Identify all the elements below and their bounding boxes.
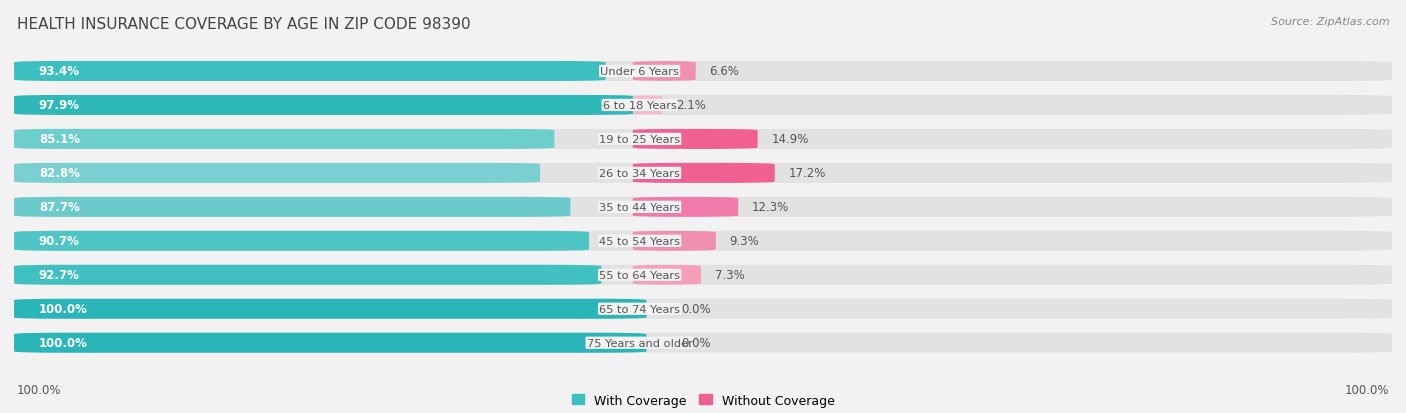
Text: 26 to 34 Years: 26 to 34 Years	[599, 169, 681, 178]
FancyBboxPatch shape	[14, 130, 1392, 150]
FancyBboxPatch shape	[14, 299, 1392, 319]
FancyBboxPatch shape	[633, 197, 738, 217]
FancyBboxPatch shape	[14, 299, 647, 319]
Text: 6.6%: 6.6%	[710, 65, 740, 78]
Text: 35 to 44 Years: 35 to 44 Years	[599, 202, 681, 212]
FancyBboxPatch shape	[633, 130, 758, 150]
Text: 17.2%: 17.2%	[789, 167, 825, 180]
FancyBboxPatch shape	[14, 96, 634, 116]
FancyBboxPatch shape	[14, 333, 1392, 353]
Text: 9.3%: 9.3%	[730, 235, 759, 248]
Text: 2.1%: 2.1%	[676, 99, 706, 112]
Text: 100.0%: 100.0%	[17, 384, 62, 396]
Text: 92.7%: 92.7%	[39, 268, 80, 282]
FancyBboxPatch shape	[14, 231, 589, 251]
Text: 82.8%: 82.8%	[39, 167, 80, 180]
Text: 85.1%: 85.1%	[39, 133, 80, 146]
FancyBboxPatch shape	[633, 265, 702, 285]
FancyBboxPatch shape	[14, 62, 606, 82]
FancyBboxPatch shape	[633, 62, 696, 82]
FancyBboxPatch shape	[14, 333, 647, 353]
FancyBboxPatch shape	[633, 164, 775, 183]
FancyBboxPatch shape	[14, 231, 1392, 251]
Text: 90.7%: 90.7%	[39, 235, 80, 248]
Text: HEALTH INSURANCE COVERAGE BY AGE IN ZIP CODE 98390: HEALTH INSURANCE COVERAGE BY AGE IN ZIP …	[17, 17, 471, 31]
Text: 12.3%: 12.3%	[752, 201, 789, 214]
FancyBboxPatch shape	[14, 130, 554, 150]
Text: Under 6 Years: Under 6 Years	[600, 67, 679, 77]
Text: 45 to 54 Years: 45 to 54 Years	[599, 236, 681, 246]
Text: 75 Years and older: 75 Years and older	[586, 338, 693, 348]
FancyBboxPatch shape	[14, 197, 1392, 217]
Legend: With Coverage, Without Coverage: With Coverage, Without Coverage	[567, 389, 839, 412]
Text: 100.0%: 100.0%	[39, 303, 87, 316]
Text: 100.0%: 100.0%	[1344, 384, 1389, 396]
Text: 6 to 18 Years: 6 to 18 Years	[603, 101, 676, 111]
FancyBboxPatch shape	[633, 231, 716, 251]
FancyBboxPatch shape	[607, 96, 688, 116]
FancyBboxPatch shape	[14, 265, 602, 285]
Text: 14.9%: 14.9%	[772, 133, 808, 146]
FancyBboxPatch shape	[14, 265, 1392, 285]
Text: 93.4%: 93.4%	[39, 65, 80, 78]
FancyBboxPatch shape	[14, 164, 1392, 183]
Text: 55 to 64 Years: 55 to 64 Years	[599, 270, 681, 280]
Text: 97.9%: 97.9%	[39, 99, 80, 112]
FancyBboxPatch shape	[14, 164, 540, 183]
Text: 100.0%: 100.0%	[39, 337, 87, 349]
Text: 7.3%: 7.3%	[714, 268, 744, 282]
Text: 65 to 74 Years: 65 to 74 Years	[599, 304, 681, 314]
Text: Source: ZipAtlas.com: Source: ZipAtlas.com	[1271, 17, 1389, 26]
FancyBboxPatch shape	[14, 197, 571, 217]
Text: 19 to 25 Years: 19 to 25 Years	[599, 135, 681, 145]
Text: 87.7%: 87.7%	[39, 201, 80, 214]
Text: 0.0%: 0.0%	[681, 303, 710, 316]
FancyBboxPatch shape	[14, 96, 1392, 116]
FancyBboxPatch shape	[14, 62, 1392, 82]
Text: 0.0%: 0.0%	[681, 337, 710, 349]
